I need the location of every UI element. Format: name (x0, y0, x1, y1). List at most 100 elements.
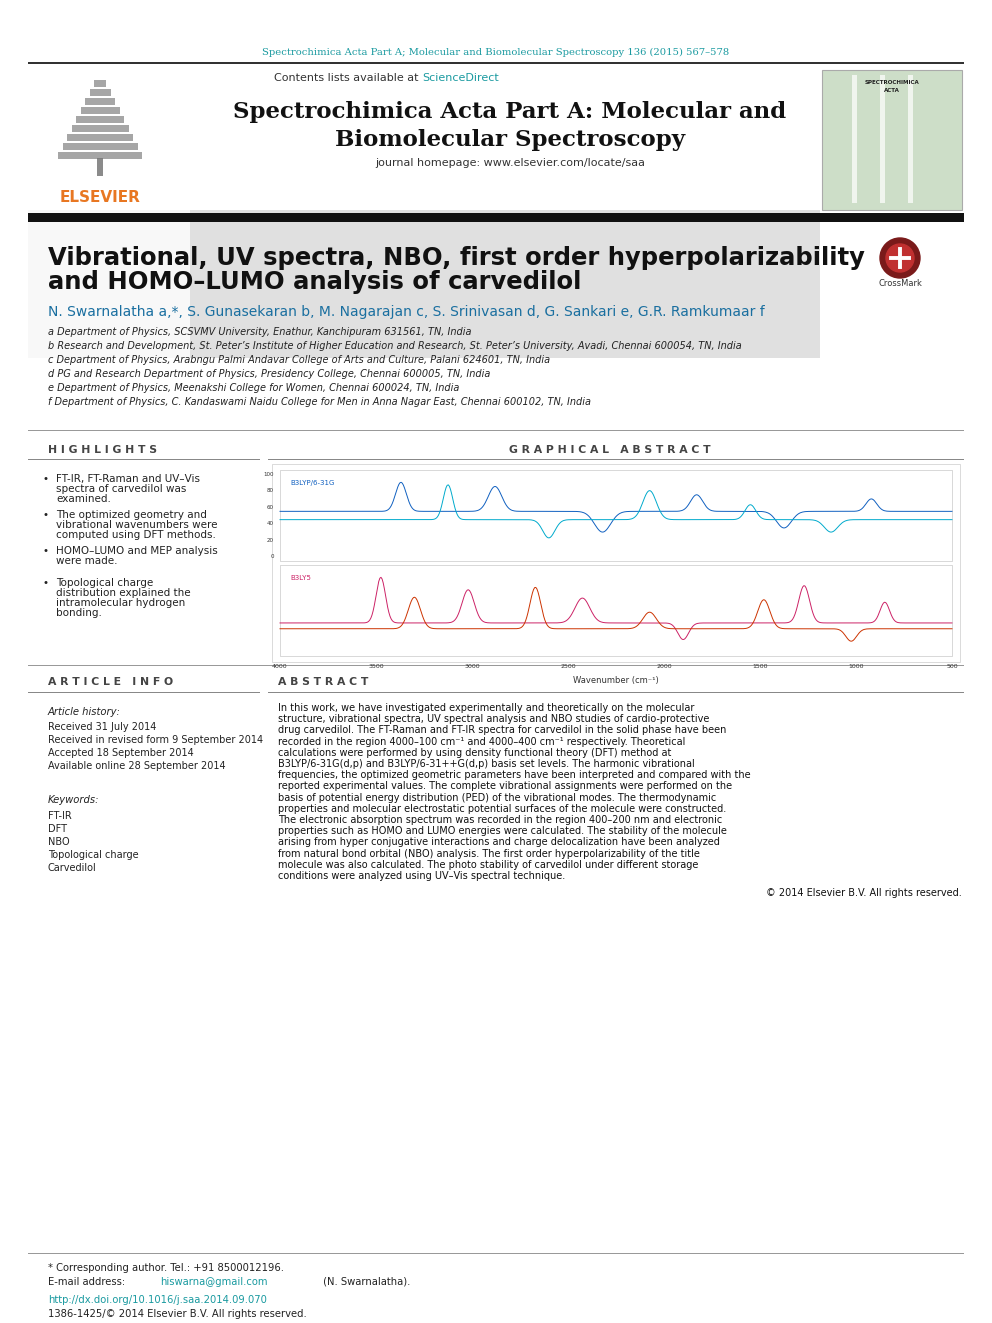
Text: B3LYP/6-31G(d,p) and B3LYP/6-31++G(d,p) basis set levels. The harmonic vibration: B3LYP/6-31G(d,p) and B3LYP/6-31++G(d,p) … (278, 759, 694, 769)
Text: A R T I C L E   I N F O: A R T I C L E I N F O (48, 677, 174, 687)
Text: properties and molecular electrostatic potential surfaces of the molecule were c: properties and molecular electrostatic p… (278, 804, 726, 814)
Text: Received 31 July 2014: Received 31 July 2014 (48, 722, 157, 732)
Bar (97, 157, 103, 176)
Text: •: • (42, 546, 48, 556)
Text: Spectrochimica Acta Part A: Molecular and: Spectrochimica Acta Part A: Molecular an… (233, 101, 787, 123)
Bar (72, 124, 129, 132)
Text: B3LY5: B3LY5 (290, 576, 310, 581)
Text: © 2014 Elsevier B.V. All rights reserved.: © 2014 Elsevier B.V. All rights reserved… (766, 888, 962, 898)
Text: 80: 80 (267, 488, 274, 493)
Text: Available online 28 September 2014: Available online 28 September 2014 (48, 761, 225, 771)
Text: (N. Swarnalatha).: (N. Swarnalatha). (320, 1277, 411, 1287)
Text: molecule was also calculated. The photo stability of carvedilol under different : molecule was also calculated. The photo … (278, 860, 698, 869)
Bar (880, 75, 885, 202)
Text: Accepted 18 September 2014: Accepted 18 September 2014 (48, 747, 193, 758)
Text: Topological charge: Topological charge (56, 578, 153, 587)
Text: ACTA: ACTA (884, 89, 900, 94)
Text: HOMO–LUMO and MEP analysis: HOMO–LUMO and MEP analysis (56, 546, 218, 556)
Text: Wavenumber (cm⁻¹): Wavenumber (cm⁻¹) (573, 676, 659, 685)
Bar (76, 116, 124, 123)
Text: f Department of Physics, C. Kandaswami Naidu College for Men in Anna Nagar East,: f Department of Physics, C. Kandaswami N… (48, 397, 591, 407)
Text: basis of potential energy distribution (PED) of the vibrational modes. The therm: basis of potential energy distribution (… (278, 792, 716, 803)
Text: Spectrochimica Acta Part A; Molecular and Biomolecular Spectroscopy 136 (2015) 5: Spectrochimica Acta Part A; Molecular an… (262, 48, 730, 57)
Text: N. Swarnalatha a,*, S. Gunasekaran b, M. Nagarajan c, S. Srinivasan d, G. Sankar: N. Swarnalatha a,*, S. Gunasekaran b, M.… (48, 306, 765, 319)
Bar (28, 210, 190, 359)
Text: 1500: 1500 (752, 664, 768, 669)
Text: b Research and Development, St. Peter’s Institute of Higher Education and Resear: b Research and Development, St. Peter’s … (48, 341, 742, 351)
Bar (94, 79, 106, 87)
Text: •: • (42, 474, 48, 484)
Text: 4000: 4000 (272, 664, 288, 669)
Text: d PG and Research Department of Physics, Presidency College, Chennai 600005, TN,: d PG and Research Department of Physics,… (48, 369, 490, 378)
Text: 20: 20 (267, 538, 274, 542)
Text: 3500: 3500 (368, 664, 384, 669)
Text: Topological charge: Topological charge (48, 849, 139, 860)
Text: FT-IR: FT-IR (48, 811, 71, 822)
Text: from natural bond orbital (NBO) analysis. The first order hyperpolarizability of: from natural bond orbital (NBO) analysis… (278, 848, 700, 859)
Text: 2000: 2000 (656, 664, 672, 669)
Text: Article history:: Article history: (48, 706, 121, 717)
Text: intramolecular hydrogen: intramolecular hydrogen (56, 598, 186, 609)
Text: ScienceDirect: ScienceDirect (422, 73, 499, 83)
Bar (67, 134, 133, 142)
Text: drug carvedilol. The FT-Raman and FT-IR spectra for carvedilol in the solid phas: drug carvedilol. The FT-Raman and FT-IR … (278, 725, 726, 736)
Bar (81, 107, 120, 114)
Text: structure, vibrational spectra, UV spectral analysis and NBO studies of cardio-p: structure, vibrational spectra, UV spect… (278, 714, 709, 724)
Circle shape (880, 238, 920, 278)
Text: recorded in the region 4000–100 cm⁻¹ and 4000–400 cm⁻¹ respectively. Theoretical: recorded in the region 4000–100 cm⁻¹ and… (278, 737, 685, 746)
Text: G R A P H I C A L   A B S T R A C T: G R A P H I C A L A B S T R A C T (509, 445, 711, 455)
Text: arising from hyper conjugative interactions and charge delocalization have been : arising from hyper conjugative interacti… (278, 837, 720, 848)
Bar (822, 70, 962, 210)
Text: 100: 100 (264, 471, 274, 476)
Text: spectra of carvedilol was: spectra of carvedilol was (56, 484, 186, 493)
Bar (190, 210, 820, 359)
Text: NBO: NBO (48, 837, 69, 847)
Text: CrossMark: CrossMark (878, 279, 922, 287)
Bar (852, 75, 857, 202)
Text: DFT: DFT (48, 824, 67, 833)
Bar (272, 464, 960, 662)
Bar (90, 89, 111, 97)
Text: computed using DFT methods.: computed using DFT methods. (56, 531, 216, 540)
Bar (58, 152, 142, 159)
Text: journal homepage: www.elsevier.com/locate/saa: journal homepage: www.elsevier.com/locat… (375, 157, 645, 168)
Text: Keywords:: Keywords: (48, 795, 99, 804)
Text: The electronic absorption spectrum was recorded in the region 400–200 nm and ele: The electronic absorption spectrum was r… (278, 815, 722, 826)
Text: Contents lists available at: Contents lists available at (274, 73, 422, 83)
Text: ELSEVIER: ELSEVIER (60, 189, 141, 205)
Text: conditions were analyzed using UV–Vis spectral technique.: conditions were analyzed using UV–Vis sp… (278, 871, 565, 881)
Bar (28, 213, 964, 222)
Text: frequencies, the optimized geometric parameters have been interpreted and compar: frequencies, the optimized geometric par… (278, 770, 751, 781)
Text: E-mail address:: E-mail address: (48, 1277, 128, 1287)
Text: and HOMO–LUMO analysis of carvedilol: and HOMO–LUMO analysis of carvedilol (48, 270, 581, 294)
Text: In this work, we have investigated experimentally and theoretically on the molec: In this work, we have investigated exper… (278, 703, 694, 713)
Text: SPECTROCHIMICA: SPECTROCHIMICA (865, 81, 920, 86)
Text: calculations were performed by using density functional theory (DFT) method at: calculations were performed by using den… (278, 747, 672, 758)
Bar (63, 143, 138, 149)
Text: 0: 0 (271, 554, 274, 560)
Bar (280, 565, 952, 656)
Text: 2500: 2500 (560, 664, 575, 669)
Text: 60: 60 (267, 504, 274, 509)
Text: * Corresponding author. Tel.: +91 8500012196.: * Corresponding author. Tel.: +91 850001… (48, 1263, 284, 1273)
Bar (85, 98, 115, 105)
Text: 3000: 3000 (464, 664, 480, 669)
Text: distribution explained the: distribution explained the (56, 587, 190, 598)
Text: FT-IR, FT-Raman and UV–Vis: FT-IR, FT-Raman and UV–Vis (56, 474, 200, 484)
Text: 1000: 1000 (848, 664, 864, 669)
Text: examined.: examined. (56, 493, 111, 504)
Text: reported experimental values. The complete vibrational assignments were performe: reported experimental values. The comple… (278, 782, 732, 791)
Text: properties such as HOMO and LUMO energies were calculated. The stability of the : properties such as HOMO and LUMO energie… (278, 826, 727, 836)
Text: http://dx.doi.org/10.1016/j.saa.2014.09.070: http://dx.doi.org/10.1016/j.saa.2014.09.… (48, 1295, 267, 1304)
Text: vibrational wavenumbers were: vibrational wavenumbers were (56, 520, 217, 531)
Text: H I G H L I G H T S: H I G H L I G H T S (48, 445, 157, 455)
Text: a Department of Physics, SCSVMV University, Enathur, Kanchipuram 631561, TN, Ind: a Department of Physics, SCSVMV Universi… (48, 327, 471, 337)
Text: Biomolecular Spectroscopy: Biomolecular Spectroscopy (335, 130, 685, 151)
Text: 40: 40 (267, 521, 274, 527)
Text: B3LYP/6-31G: B3LYP/6-31G (290, 480, 334, 486)
Bar (28, 62, 964, 64)
Text: •: • (42, 578, 48, 587)
Text: A B S T R A C T: A B S T R A C T (278, 677, 368, 687)
Bar (908, 75, 913, 202)
Text: Carvedilol: Carvedilol (48, 863, 97, 873)
